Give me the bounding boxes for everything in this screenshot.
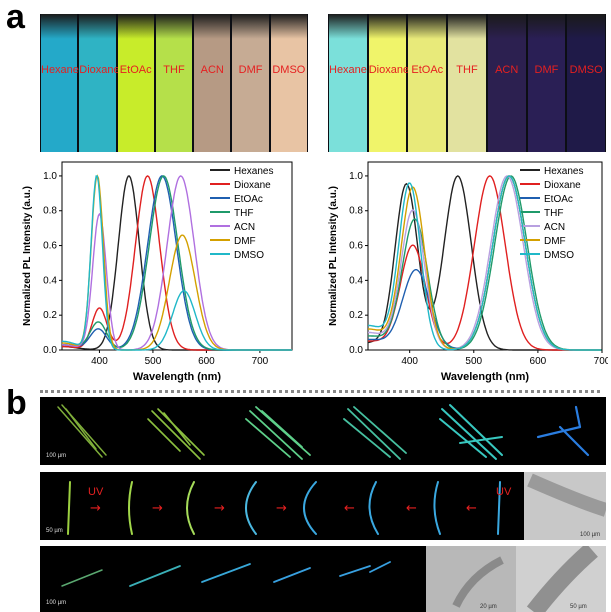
x-tick-label: 400 xyxy=(91,356,108,367)
vial-hexane xyxy=(41,14,78,152)
legend-label: ACN xyxy=(234,222,255,233)
x-tick-label: 400 xyxy=(401,356,418,367)
vial-label: Dioxane xyxy=(79,64,120,76)
series-line-dmso xyxy=(368,175,602,351)
legend-label: DMF xyxy=(234,236,256,247)
vial-label: ACN xyxy=(200,64,224,76)
vial-label: DMSO xyxy=(569,64,603,76)
arrow-left-2: ← xyxy=(406,501,417,516)
scale-bar-row2: 50 µm xyxy=(46,528,63,534)
vial-dioxane xyxy=(79,14,116,152)
arrow-left-3: ← xyxy=(466,501,477,516)
y-tick-label: 0.0 xyxy=(349,345,363,356)
legend-label: Hexanes xyxy=(544,166,583,177)
vials-photo-ambient: Hexane Dioxane EtOAc THF ACN DMF DMSO xyxy=(40,14,308,152)
series-line-dmso xyxy=(62,175,292,351)
x-axis-label: Wavelength (nm) xyxy=(441,371,530,383)
arrow-left-1: ← xyxy=(344,501,355,516)
arrow-right-1: → xyxy=(90,501,101,516)
scale-bar-row3: 100 µm xyxy=(46,600,67,606)
vials-photo-aggregated: Hexane Dioxane EtOAc THF ACN DMF DMSO xyxy=(328,14,606,152)
y-tick-label: 0.8 xyxy=(349,206,363,217)
y-tick-label: 0.0 xyxy=(43,345,57,356)
panel-a-label: a xyxy=(6,0,25,36)
vial-label: EtOAc xyxy=(411,64,444,76)
x-tick-label: 500 xyxy=(465,356,482,367)
legend-label: EtOAc xyxy=(234,194,263,205)
vial-label: Dioxane xyxy=(368,64,410,76)
vial-dmso xyxy=(270,14,307,152)
vial-label: Hexane xyxy=(329,64,367,76)
pl-spectra-chart-left: 400 500 600 700 0.0 0.2 0.4 0.6 0.8 1.0 Wavelength… xyxy=(22,161,293,383)
x-tick-label: 700 xyxy=(252,356,269,367)
vial-acn xyxy=(194,14,231,152)
vial-dioxane xyxy=(368,14,407,152)
microscopy-row-3: 100 µm 20 µm 50 µm xyxy=(40,546,606,612)
vial-etoac xyxy=(117,14,154,152)
vial-label: DMSO xyxy=(272,64,306,76)
vial-thf xyxy=(448,14,486,152)
sem-scale-row3-b: 50 µm xyxy=(570,604,587,610)
microscopy-row-1: 100 µm xyxy=(40,397,606,465)
crystal-cutting-series xyxy=(61,546,606,612)
legend-label: Dioxane xyxy=(234,180,271,191)
y-tick-label: 1.0 xyxy=(43,171,57,182)
vial-etoac xyxy=(408,14,447,152)
y-axis-label: Normalized PL Intensity (a.u.) xyxy=(22,186,33,326)
vial-label: DMF xyxy=(238,64,263,76)
vial-dmso xyxy=(567,14,605,152)
legend-label: Dioxane xyxy=(544,180,581,191)
legend-label: EtOAc xyxy=(544,194,573,205)
arrow-right-4: → xyxy=(276,501,287,516)
y-axis-label: Normalized PL Intensity (a.u.) xyxy=(328,186,339,326)
vial-label: THF xyxy=(163,64,185,76)
vial-label: EtOAc xyxy=(119,64,152,76)
bending-crystal-series xyxy=(67,472,606,540)
plot-frame xyxy=(367,161,603,351)
vial-thf xyxy=(155,14,193,152)
legend-label: DMSO xyxy=(234,250,264,261)
crystal-fluorescence-series xyxy=(57,404,590,460)
sem-scale-row3-a: 20 µm xyxy=(480,604,497,610)
vial-dmf xyxy=(232,14,269,152)
x-axis-label: Wavelength (nm) xyxy=(133,371,222,383)
vial-hexane xyxy=(329,14,367,152)
vial-label: ACN xyxy=(495,64,519,76)
microscopy-row-2: UV → → → → ← ← ← UV 50 µm 100 µm xyxy=(40,472,606,540)
pl-spectra-chart-right: 400 500 600 700 0.0 0.2 0.4 0.6 0.8 1.0 Wavelength… xyxy=(328,161,608,383)
vial-acn xyxy=(487,14,526,152)
y-tick-label: 0.8 xyxy=(43,206,57,217)
y-tick-label: 0.2 xyxy=(43,310,57,321)
x-tick-label: 600 xyxy=(530,356,547,367)
sem-scale-row2: 100 µm xyxy=(580,532,601,538)
vial-label: DMF xyxy=(534,64,559,76)
vial-label: THF xyxy=(456,64,478,76)
y-tick-label: 1.0 xyxy=(349,171,363,182)
legend-label: THF xyxy=(234,208,253,219)
x-tick-label: 500 xyxy=(145,356,162,367)
arrow-right-3: → xyxy=(214,501,225,516)
x-tick-label: 600 xyxy=(198,356,215,367)
uv-label-left: UV xyxy=(88,486,104,498)
legend-label: ACN xyxy=(544,222,565,233)
x-tick-label: 700 xyxy=(594,356,608,367)
y-tick-label: 0.4 xyxy=(43,275,57,286)
arrow-right-2: → xyxy=(152,501,163,516)
uv-label-right: UV xyxy=(496,486,512,498)
vial-label: Hexane xyxy=(41,64,79,76)
legend-label: Hexanes xyxy=(234,166,273,177)
y-tick-label: 0.4 xyxy=(349,275,363,286)
vial-dmf xyxy=(527,14,566,152)
legend-label: THF xyxy=(544,208,563,219)
y-tick-label: 0.6 xyxy=(43,241,57,252)
legend-label: DMF xyxy=(544,236,566,247)
legend-label: DMSO xyxy=(544,250,574,261)
y-tick-label: 0.2 xyxy=(349,310,363,321)
section-divider xyxy=(40,390,600,393)
scale-bar-row1: 100 µm xyxy=(46,453,67,459)
y-tick-label: 0.6 xyxy=(349,241,363,252)
panel-b-label: b xyxy=(6,384,27,422)
